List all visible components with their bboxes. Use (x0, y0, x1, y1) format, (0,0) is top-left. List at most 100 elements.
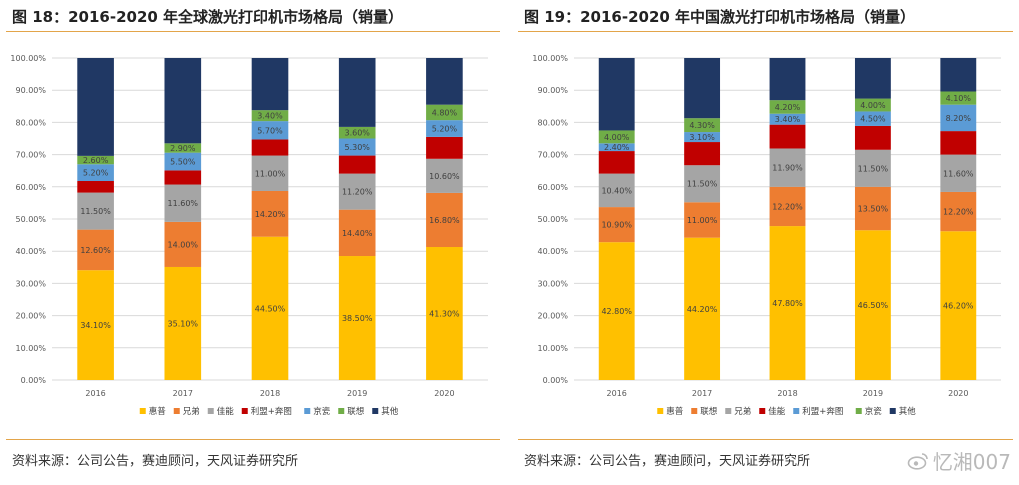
data-label: 4.00% (604, 133, 630, 142)
bar-segment (426, 247, 463, 380)
x-tick-label: 2017 (692, 389, 712, 398)
y-tick-label: 40.00% (15, 247, 46, 256)
bar-segment (251, 236, 289, 380)
legend-label: 京瓷 (865, 406, 883, 417)
bar-segment (164, 184, 202, 222)
y-tick-label: 70.00% (537, 151, 568, 160)
data-label: 3.40% (257, 112, 283, 121)
data-label: 2.60% (83, 156, 109, 165)
source-note: 资料来源：公司公告，赛迪顾问，天风证券研究所 (524, 454, 811, 469)
data-label: 11.60% (943, 169, 974, 178)
bar-segment (426, 104, 463, 121)
bar-segment (77, 192, 114, 230)
legend-label: 联想 (347, 406, 365, 417)
y-tick-label: 90.00% (537, 86, 568, 95)
bar-segment (854, 186, 891, 231)
legend-swatch (241, 408, 248, 414)
data-label: 3.40% (775, 115, 801, 124)
y-tick-label: 60.00% (537, 183, 568, 192)
x-tick-label: 2016 (85, 389, 105, 398)
legend-swatch (657, 408, 664, 414)
bar-segment (77, 164, 114, 182)
legend-label: 利盟+奔图 (802, 406, 843, 417)
stacked-bar-chart-global: 0.00% 10.00% 20.00% 30.00% 40.00% 50.00% 60.00… (10, 54, 488, 417)
y-tick-label: 70.00% (15, 151, 46, 160)
data-label: 4.80% (432, 108, 458, 117)
bar-segment (338, 173, 376, 210)
data-label: 34.10% (80, 321, 111, 330)
data-label: 35.10% (168, 319, 199, 328)
legend-swatch (889, 408, 896, 414)
legend-label: 惠普 (149, 406, 167, 417)
data-label: 44.50% (255, 304, 286, 313)
chart-title: 图 19：2016-2020 年中国激光打印机市场格局（销量） (524, 8, 916, 26)
chart-title: 图 18：2016-2020 年全球激光打印机市场格局（销量） (12, 8, 404, 26)
legend-label: 佳能 (768, 406, 786, 417)
bar-segment (854, 125, 891, 150)
legend-label: 其他 (381, 406, 399, 417)
bar-segment (426, 136, 463, 159)
bar-segment (684, 58, 721, 119)
bar-segment (769, 58, 806, 101)
bar-segment (684, 118, 721, 133)
bar-segment (77, 229, 114, 271)
bar-segment (940, 131, 977, 155)
stacked-bar-chart-china: 0.00% 10.00% 20.00% 30.00% 40.00% 50.00% 60.00… (532, 54, 1001, 417)
bar-segment (769, 186, 806, 227)
y-tick-label: 20.00% (15, 312, 46, 321)
data-label: 5.20% (83, 169, 109, 178)
legend-swatch (855, 408, 862, 414)
bar-segment (940, 231, 977, 380)
chart-panel-global: 图 18：2016-2020 年全球激光打印机市场格局（销量） 0.00% 10.… (0, 0, 506, 485)
bar-segment (769, 113, 806, 125)
data-label: 42.80% (601, 307, 632, 316)
bar-segment (426, 58, 463, 105)
y-tick-label: 50.00% (15, 215, 46, 224)
bar-segment (684, 202, 721, 238)
title-divider (6, 31, 500, 32)
data-label: 10.40% (601, 186, 632, 195)
data-label: 11.00% (255, 169, 286, 178)
bar-segment (164, 58, 202, 144)
y-tick-label: 0.00% (21, 376, 47, 385)
bar-segment (77, 155, 114, 165)
data-label: 11.50% (858, 164, 889, 173)
legend-swatch (139, 408, 146, 414)
data-label: 38.50% (342, 314, 373, 323)
bar-segment (598, 143, 635, 152)
bar-segment (940, 154, 977, 192)
bar-segment (854, 98, 891, 112)
bar-segment (598, 207, 635, 243)
bar-segment (426, 120, 463, 137)
data-label: 12.20% (772, 202, 803, 211)
data-label: 47.80% (772, 299, 803, 308)
bar-segment (77, 58, 114, 156)
data-label: 12.20% (943, 208, 974, 217)
legend-label: 联想 (700, 406, 718, 417)
bar-segment (164, 221, 202, 267)
bar-segment (164, 152, 202, 171)
y-tick-label: 100.00% (532, 54, 568, 63)
data-label: 41.30% (429, 310, 460, 319)
y-tick-label: 60.00% (15, 183, 46, 192)
y-tick-label: 50.00% (537, 215, 568, 224)
data-label: 46.50% (858, 301, 889, 310)
legend-swatch (173, 408, 180, 414)
bar-segment (684, 165, 721, 203)
source-note: 资料来源：公司公告，赛迪顾问，天风证券研究所 (12, 454, 299, 469)
y-tick-label: 40.00% (537, 247, 568, 256)
bar-segment (854, 58, 891, 99)
weibo-icon (907, 452, 928, 470)
data-label: 4.30% (689, 121, 715, 130)
data-label: 4.20% (775, 103, 801, 112)
bar-segment (769, 124, 806, 149)
data-label: 3.10% (689, 133, 715, 142)
x-tick-label: 2020 (434, 389, 454, 398)
bar-segment (940, 91, 977, 105)
y-tick-label: 30.00% (15, 279, 46, 288)
data-label: 14.40% (342, 229, 373, 238)
data-label: 14.00% (168, 240, 199, 249)
y-tick-label: 80.00% (15, 118, 46, 127)
y-tick-label: 30.00% (537, 279, 568, 288)
bar-segment (940, 104, 977, 132)
